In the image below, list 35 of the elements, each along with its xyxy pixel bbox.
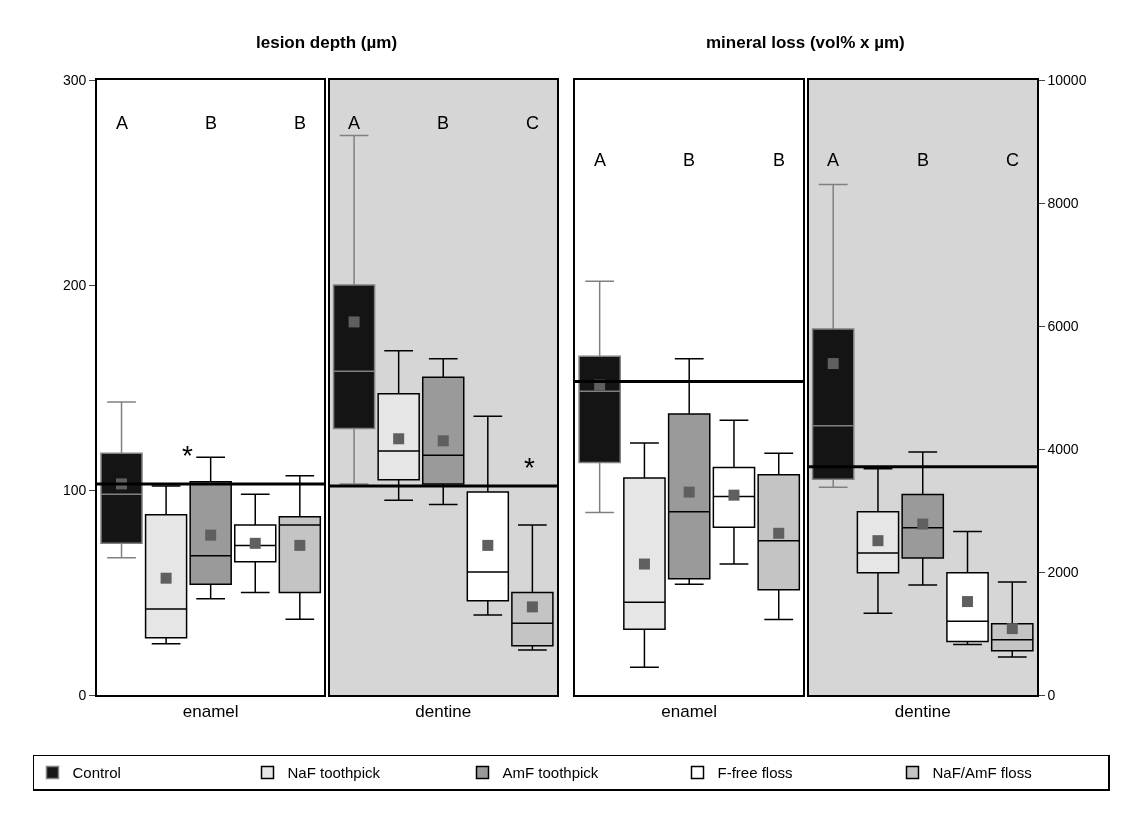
y-tick-label: 300 bbox=[63, 71, 87, 88]
annotation: * bbox=[182, 440, 193, 471]
x-tick-label: dentine bbox=[894, 702, 951, 722]
x-tick-label: dentine bbox=[415, 702, 472, 722]
y-tick-label: 6000 bbox=[1047, 317, 1079, 334]
y-tick-label: 4000 bbox=[1047, 440, 1079, 457]
y-tick-label: 0 bbox=[78, 686, 87, 703]
annotation: A bbox=[348, 113, 361, 133]
annotation: B bbox=[773, 150, 786, 170]
legend-label: Control bbox=[72, 764, 121, 782]
annotation: B bbox=[205, 113, 218, 133]
y-tick-label: 100 bbox=[63, 481, 87, 498]
annotation: B bbox=[294, 113, 307, 133]
legend-label: F-free floss bbox=[717, 764, 793, 782]
annotation: A bbox=[116, 113, 129, 133]
y-tick-label: 8000 bbox=[1047, 194, 1079, 211]
chart-title: mineral loss (vol% x µm) bbox=[706, 33, 905, 52]
y-tick-label: 0 bbox=[1047, 686, 1056, 703]
annotation: C bbox=[1006, 150, 1019, 170]
annotation: C bbox=[526, 113, 539, 133]
annotation: * bbox=[524, 452, 535, 483]
chart-title: lesion depth (µm) bbox=[256, 33, 398, 52]
legend-label: NaF/AmF floss bbox=[932, 764, 1032, 782]
annotation: A bbox=[594, 150, 607, 170]
y-tick-label: 200 bbox=[63, 276, 87, 293]
annotation: B bbox=[683, 150, 696, 170]
legend-label: AmF toothpick bbox=[502, 764, 599, 782]
annotation: B bbox=[917, 150, 930, 170]
annotation: A bbox=[827, 150, 840, 170]
x-tick-label: enamel bbox=[182, 702, 239, 722]
annotation: B bbox=[437, 113, 450, 133]
legend-label: NaF toothpick bbox=[287, 764, 381, 782]
x-tick-label: enamel bbox=[661, 702, 718, 722]
y-tick-label: 10000 bbox=[1047, 71, 1087, 88]
y-tick-label: 2000 bbox=[1047, 563, 1079, 580]
